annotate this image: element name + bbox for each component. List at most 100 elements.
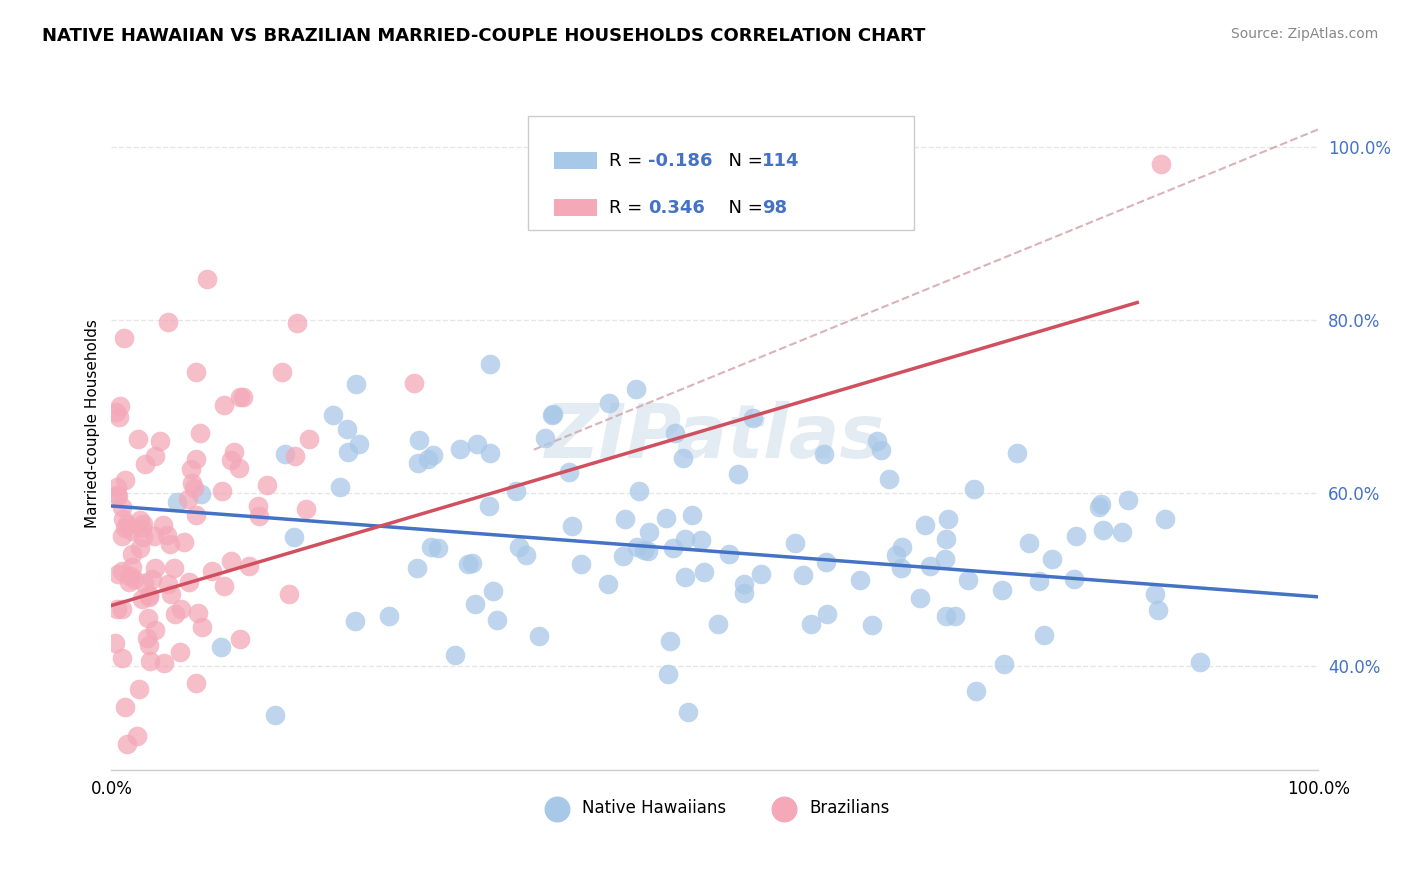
Point xyxy=(180,462,202,476)
Point xyxy=(486,613,509,627)
Point xyxy=(129,513,152,527)
Point xyxy=(159,537,181,551)
Point xyxy=(114,473,136,487)
Point xyxy=(278,587,301,601)
Point xyxy=(111,528,134,542)
Point xyxy=(107,489,129,503)
Point xyxy=(935,532,957,546)
Point xyxy=(132,576,155,591)
Point xyxy=(187,606,209,620)
Point xyxy=(908,591,931,606)
Point xyxy=(866,434,889,448)
Point xyxy=(165,607,187,621)
Text: 98: 98 xyxy=(762,199,787,217)
Point xyxy=(1066,529,1088,543)
Point xyxy=(121,547,143,561)
Point xyxy=(138,588,160,602)
Point xyxy=(1116,493,1139,508)
Point xyxy=(408,433,430,447)
Point xyxy=(131,521,153,535)
Point xyxy=(478,446,501,460)
Point xyxy=(637,543,659,558)
Point xyxy=(183,481,205,495)
Point xyxy=(1144,587,1167,601)
Point xyxy=(222,445,245,459)
Point xyxy=(962,482,984,496)
Point xyxy=(112,331,135,345)
Point xyxy=(156,527,179,541)
Point xyxy=(800,616,823,631)
Point xyxy=(173,535,195,549)
Point xyxy=(598,577,620,591)
Point xyxy=(920,558,942,573)
Point xyxy=(785,536,807,550)
Point xyxy=(792,568,814,582)
Point xyxy=(135,631,157,645)
Point xyxy=(143,623,166,637)
Point xyxy=(212,398,235,412)
Point xyxy=(624,383,647,397)
Point xyxy=(515,548,537,562)
Point xyxy=(993,657,1015,671)
Point xyxy=(111,564,134,578)
Point xyxy=(143,560,166,574)
Point xyxy=(219,453,242,467)
Point xyxy=(114,521,136,535)
Point xyxy=(406,456,429,470)
Bar xyxy=(554,152,596,169)
Point xyxy=(681,508,703,523)
Point xyxy=(569,557,592,571)
Point xyxy=(1150,157,1173,171)
Legend: Native Hawaiians, Brazilians: Native Hawaiians, Brazilians xyxy=(533,793,896,824)
Point xyxy=(336,444,359,458)
Point xyxy=(534,431,557,445)
Point xyxy=(1040,551,1063,566)
Point xyxy=(247,509,270,524)
Point xyxy=(612,549,634,563)
Point xyxy=(717,547,740,561)
Point xyxy=(457,558,479,572)
Point xyxy=(673,570,696,584)
Point xyxy=(1092,523,1115,537)
Point xyxy=(690,533,713,547)
Point xyxy=(404,376,426,390)
Point xyxy=(104,636,127,650)
Point xyxy=(166,495,188,509)
Point xyxy=(298,432,321,446)
Point xyxy=(936,511,959,525)
Point xyxy=(879,472,901,486)
Point xyxy=(482,584,505,599)
Point xyxy=(105,602,128,616)
Point xyxy=(464,598,486,612)
Point xyxy=(884,548,907,562)
Point xyxy=(344,376,367,391)
Point xyxy=(121,524,143,539)
Point xyxy=(416,451,439,466)
Point xyxy=(1090,497,1112,511)
Point xyxy=(211,483,233,498)
Point xyxy=(1189,655,1212,669)
Point xyxy=(561,519,583,533)
Text: NATIVE HAWAIIAN VS BRAZILIAN MARRIED-COUPLE HOUSEHOLDS CORRELATION CHART: NATIVE HAWAIIAN VS BRAZILIAN MARRIED-COU… xyxy=(42,27,925,45)
Point xyxy=(478,499,501,513)
Point xyxy=(659,633,682,648)
Text: R =: R = xyxy=(609,152,648,169)
Point xyxy=(128,541,150,555)
Point xyxy=(238,559,260,574)
Point xyxy=(638,524,661,539)
Bar xyxy=(554,199,596,217)
Point xyxy=(271,365,294,379)
Point xyxy=(427,541,450,556)
Point xyxy=(111,651,134,665)
Point xyxy=(134,457,156,471)
Point xyxy=(181,476,204,491)
Point xyxy=(664,426,686,441)
Point xyxy=(935,608,957,623)
Text: N =: N = xyxy=(717,152,769,169)
Point xyxy=(284,450,307,464)
Point xyxy=(657,667,679,681)
Point xyxy=(945,608,967,623)
Point xyxy=(121,559,143,574)
Point xyxy=(163,561,186,575)
Point xyxy=(145,449,167,463)
